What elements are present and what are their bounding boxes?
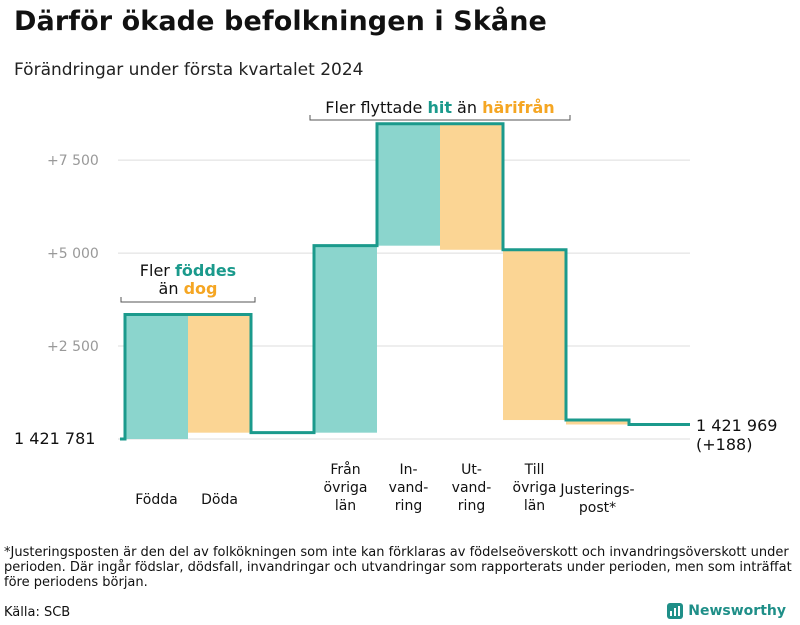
- waterfall-bar: [377, 123, 440, 246]
- annotation-span: Fler: [140, 261, 175, 280]
- chart-subtitle: Förändringar under första kvartalet 2024: [14, 60, 364, 80]
- y-tick-label: +5 000: [47, 246, 99, 262]
- waterfall-chart: +2 500 +5 000 +7 500 1 421 781 1 421 969(+18…: [14, 98, 777, 516]
- category-label: ring: [458, 498, 485, 514]
- category-label: övriga: [513, 480, 557, 496]
- category-label: län: [335, 498, 356, 514]
- category-label: Ut-: [461, 462, 482, 478]
- y-tick-label: +2 500: [47, 339, 99, 355]
- brand-logo: Newsworthy: [667, 603, 786, 619]
- end-value-label: 1 421 969: [696, 416, 777, 435]
- annotation-span: än: [452, 98, 482, 117]
- annotation-bracket: [120, 297, 256, 303]
- waterfall-bar: [125, 314, 188, 439]
- category-label: Födda: [135, 492, 177, 508]
- footnote: *Justeringsposten är den del av folkökni…: [4, 545, 792, 590]
- category-label: län: [524, 498, 545, 514]
- annotation-text: Fler föddes: [140, 261, 236, 280]
- chart-title: Därför ökade befolkningen i Skåne: [14, 6, 547, 37]
- annotation-span: dog: [184, 279, 218, 298]
- annotation-span: härifrån: [482, 98, 555, 117]
- source-note: Källa: SCB: [4, 605, 71, 620]
- brand-name: Newsworthy: [688, 603, 786, 619]
- waterfall-bar: [440, 123, 503, 250]
- annotation-text: Fler flyttade hit än härifrån: [325, 98, 554, 117]
- end-value-label: (+188): [696, 435, 752, 454]
- waterfall-bar: [314, 245, 377, 433]
- level-line: [120, 122, 690, 441]
- waterfall-bar: [503, 249, 566, 421]
- category-label: ring: [395, 498, 422, 514]
- waterfall-bar: [566, 420, 629, 425]
- annotation-span: Fler flyttade: [325, 98, 427, 117]
- category-label: Justerings-: [559, 482, 634, 498]
- category-label: vand-: [389, 480, 429, 496]
- category-label: post*: [579, 500, 616, 516]
- y-tick-label: +7 500: [47, 153, 99, 169]
- annotation-span: föddes: [175, 261, 236, 280]
- category-label: Döda: [201, 492, 238, 508]
- category-label: vand-: [452, 480, 492, 496]
- category-label: In-: [399, 462, 417, 478]
- annotation-span: hit: [427, 98, 452, 117]
- category-label: Till: [524, 462, 545, 478]
- annotation-text: än dog: [159, 279, 218, 298]
- annotation-bracket: [309, 115, 571, 121]
- newsworthy-logo-icon: [667, 603, 684, 619]
- waterfall-bar: [188, 314, 251, 433]
- category-label: Från: [330, 461, 360, 478]
- start-value-label: 1 421 781: [14, 429, 95, 448]
- annotation-span: än: [159, 279, 184, 298]
- category-label: övriga: [324, 480, 368, 496]
